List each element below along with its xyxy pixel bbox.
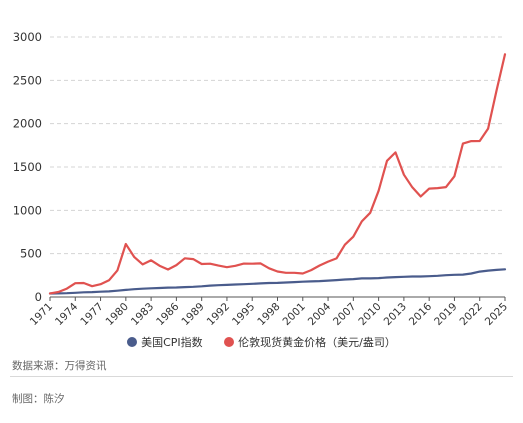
y-tick-label-500: 500 <box>20 247 42 261</box>
x-tick-label-1977: 1977 <box>78 301 105 328</box>
x-tick-label-2004: 2004 <box>306 300 334 328</box>
divider-line <box>10 376 513 377</box>
x-tick-label-1995: 1995 <box>230 301 257 328</box>
x-tick-label-1971: 1971 <box>28 301 55 328</box>
legend-marker-gold <box>224 337 235 347</box>
y-tick-label-2000: 2000 <box>13 117 42 131</box>
x-tick-label-1983: 1983 <box>129 301 156 328</box>
x-tick-label-2010: 2010 <box>356 301 383 328</box>
y-tick-label-1000: 1000 <box>13 203 42 217</box>
x-tick-label-1980: 1980 <box>104 301 131 328</box>
series-line-cpi <box>48 268 507 295</box>
legend-item-gold[interactable]: 伦敦现货黄金价格（美元/盎司） <box>224 334 396 350</box>
x-tick-label-2013: 2013 <box>382 301 409 328</box>
y-tick-label-3000: 3000 <box>13 30 42 44</box>
legend-label-cpi: 美国CPI指数 <box>141 336 203 349</box>
x-tick-label-1974: 1974 <box>53 300 81 328</box>
x-tick-label-1986: 1986 <box>154 300 182 328</box>
legend-marker-cpi <box>127 337 138 347</box>
x-tick-label-2025: 2025 <box>483 301 510 328</box>
y-axis: 0 500 1000 1500 2000 2500 3000 <box>13 30 42 304</box>
x-tick-label-1992: 1992 <box>205 301 232 328</box>
chart-credit-note: 制图：陈汐 <box>12 393 65 405</box>
x-tick-label-2016: 2016 <box>407 300 435 328</box>
x-axis: 1971197419771980198319861989199219951998… <box>28 296 510 328</box>
x-tick-label-1989: 1989 <box>179 301 206 328</box>
x-tick-label-2019: 2019 <box>432 301 459 328</box>
y-tick-label-2500: 2500 <box>13 73 42 87</box>
legend-item-cpi[interactable]: 美国CPI指数 <box>127 334 203 350</box>
data-source-note: 数据来源：万得资讯 <box>12 360 107 372</box>
grid-lines <box>50 36 505 255</box>
y-tick-label-0: 0 <box>35 290 42 304</box>
x-tick-label-2022: 2022 <box>457 301 484 328</box>
x-tick-label-1998: 1998 <box>255 301 282 328</box>
chart-legend: 美国CPI指数 伦敦现货黄金价格（美元/盎司） <box>0 334 523 350</box>
x-tick-label-2001: 2001 <box>281 301 308 328</box>
series-lines <box>48 53 507 295</box>
series-line-gold <box>48 53 507 295</box>
y-tick-label-1500: 1500 <box>13 160 42 174</box>
legend-label-gold: 伦敦现货黄金价格（美元/盎司） <box>238 336 396 349</box>
x-tick-label-2007: 2007 <box>331 301 358 328</box>
